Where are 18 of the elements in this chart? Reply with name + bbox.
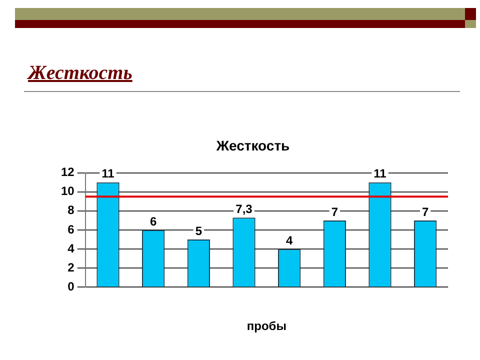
y-tick-label: 6 [68, 222, 75, 236]
data-label: 11 [102, 166, 115, 181]
chart-subtitle: Жесткость [215, 137, 290, 154]
chart-title: Жесткость [28, 62, 132, 85]
data-label: 5 [195, 224, 202, 238]
y-tick-label: 2 [68, 260, 75, 274]
data-label: 11 [374, 166, 387, 181]
y-tick-label: 8 [68, 203, 75, 218]
y-tick-label: 4 [68, 241, 75, 256]
data-label: 6 [150, 214, 157, 228]
data-label: 7 [422, 204, 429, 219]
data-label: 4 [286, 233, 293, 248]
y-tick-label: 0 [68, 280, 75, 294]
data-label: 7,3 [236, 202, 253, 216]
x-axis-title: пробы [246, 319, 286, 334]
data-label: 7 [331, 204, 338, 219]
y-tick-label: 10 [60, 184, 75, 198]
y-tick-label: 12 [60, 165, 75, 180]
